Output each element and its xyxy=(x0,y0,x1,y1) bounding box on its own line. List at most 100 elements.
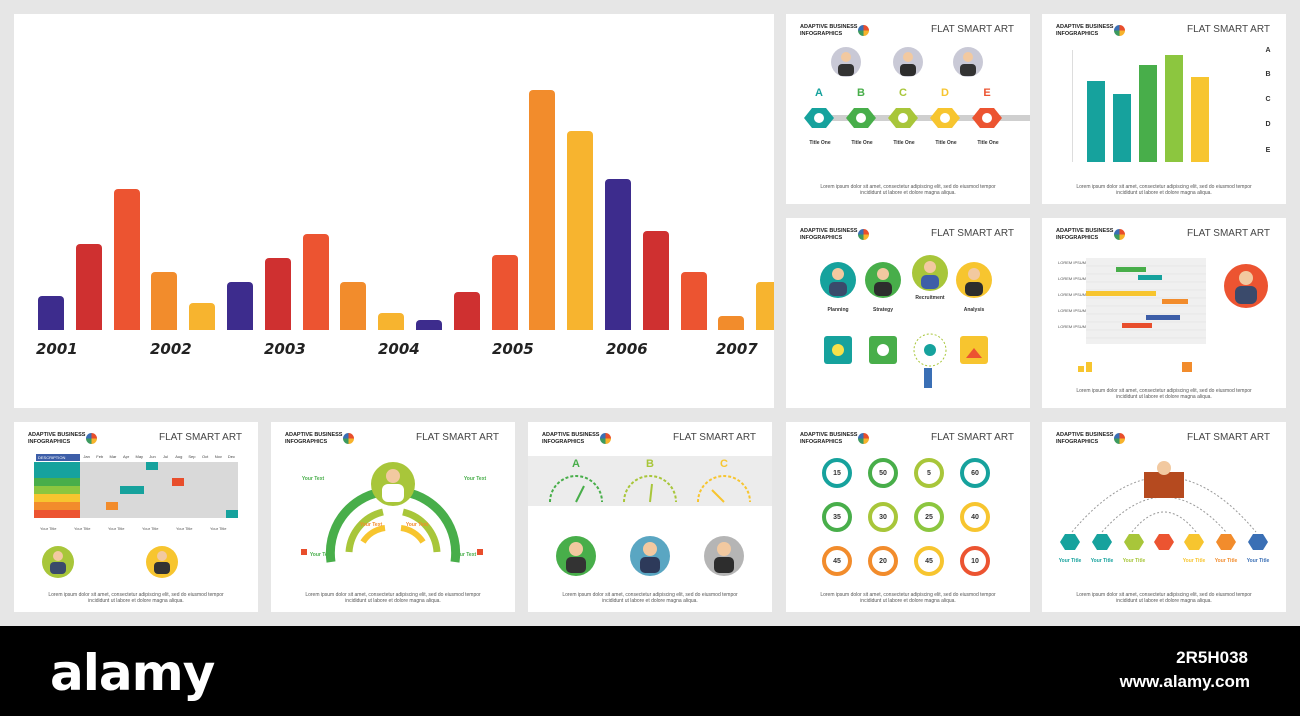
gauge-letter-b: B xyxy=(646,458,654,470)
year-label: 2007 xyxy=(716,340,758,358)
dial-gauge: 10 xyxy=(960,546,990,576)
brand-label: ADAPTIVE BUSINESS INFOGRAPHICS xyxy=(800,228,869,241)
month-grid-slide: ADAPTIVE BUSINESS INFOGRAPHICS FLAT SMART… xyxy=(14,422,258,612)
column-bar xyxy=(1087,80,1105,162)
year-label: 2006 xyxy=(606,340,648,358)
chart-bar xyxy=(642,230,669,330)
legend-letter: C xyxy=(1265,96,1271,103)
step-title: Title One xyxy=(809,140,831,146)
home-icon xyxy=(477,549,483,555)
brand-logo-icon xyxy=(858,25,869,36)
dial-gauge: 30 xyxy=(868,502,898,532)
row-label: LOREM IPSUM xyxy=(1058,260,1087,265)
role-label: Recruitment xyxy=(915,295,945,301)
column-chart-slide: ADAPTIVE BUSINESS INFOGRAPHICS FLAT SMART… xyxy=(1042,14,1286,204)
process-slide: ADAPTIVE BUSINESS INFOGRAPHICS FLAT SMART… xyxy=(786,14,1030,204)
month-label: May xyxy=(135,454,144,459)
footer-text: Lorem ipsum dolor sit amet, consectetur … xyxy=(305,592,481,604)
image-id: 2R5H038 xyxy=(1176,648,1248,667)
brand-logo-icon xyxy=(858,229,869,240)
month-header-row: Jan Feb Mar Apr May Jun Jul Aug Sep Oct Nov Dec xyxy=(80,454,238,461)
brand-logo-icon xyxy=(1114,25,1125,36)
step-icon xyxy=(1216,534,1236,550)
process-graphic xyxy=(804,47,1030,128)
hierarchy-graphic xyxy=(1060,461,1268,550)
grid-header: DESCRIPTION xyxy=(36,454,80,461)
step-d xyxy=(930,108,960,128)
legend-label: Your Title xyxy=(108,526,125,531)
chart-bar xyxy=(75,244,102,330)
chart-bar xyxy=(453,292,480,330)
brand-label: ADAPTIVE BUSINESS INFOGRAPHICS xyxy=(28,432,97,445)
month-label: Nov xyxy=(214,454,222,459)
hier-label: Your Title xyxy=(1214,558,1238,564)
executive-icon xyxy=(1144,472,1184,498)
month-grid xyxy=(34,462,238,578)
cycle-label: Your Text xyxy=(453,552,477,558)
month-label: Mar xyxy=(109,454,117,459)
year-label: 2001 xyxy=(36,340,78,358)
gauge-slide: ADAPTIVE BUSINESS INFOGRAPHICS FLAT SMART… xyxy=(528,422,772,612)
hier-label: Your Title xyxy=(1182,558,1206,564)
slide-title: FLAT SMART ART xyxy=(1187,24,1270,35)
chart-bar xyxy=(151,271,178,330)
dial-gauge: 25 xyxy=(914,502,944,532)
footer-text: Lorem ipsum dolor sit amet, consectetur … xyxy=(1076,388,1252,400)
year-label: 2003 xyxy=(264,340,306,358)
hier-label: Your Title xyxy=(1058,558,1082,564)
slide-title: FLAT SMART ART xyxy=(1187,432,1270,443)
cycle-graphic xyxy=(301,462,483,563)
month-label: Dec xyxy=(227,454,236,459)
chart-bar xyxy=(529,89,556,330)
column-bar xyxy=(1113,93,1131,162)
month-label: Jul xyxy=(163,454,169,459)
year-label: 2002 xyxy=(150,340,192,358)
dial-gauge: 35 xyxy=(822,502,852,532)
cycle-label: Your Text xyxy=(463,476,487,482)
dial-gauge: 40 xyxy=(960,502,990,532)
month-label: Sep xyxy=(188,454,196,459)
legend-label: Your Title xyxy=(142,526,159,531)
step-title: Title One xyxy=(935,140,957,146)
brand-logo-icon xyxy=(343,433,354,444)
role-label: Strategy xyxy=(872,307,893,313)
dial-gauge: 15 xyxy=(822,458,852,488)
slide-title: FLAT SMART ART xyxy=(931,432,1014,443)
footer-text: Lorem ipsum dolor sit amet, consectetur … xyxy=(562,592,738,604)
step-icon xyxy=(1184,534,1204,550)
step-c xyxy=(888,108,918,128)
hier-label: Your Title xyxy=(1122,558,1146,564)
footer-text: Lorem ipsum dolor sit amet, consectetur … xyxy=(1076,592,1252,604)
brand-label: ADAPTIVE BUSINESS INFOGRAPHICS xyxy=(1056,432,1125,445)
cycle-label: Your Text xyxy=(405,522,429,528)
brand-label: ADAPTIVE BUSINESS INFOGRAPHICS xyxy=(1056,228,1125,241)
cycle-slide: ADAPTIVE BUSINESS INFOGRAPHICS FLAT SMART… xyxy=(271,422,515,612)
chart-bar xyxy=(680,271,707,330)
chart-bar xyxy=(491,254,518,330)
legend-letter: A xyxy=(1265,47,1271,54)
step-b xyxy=(846,108,876,128)
gauge-letter-a: A xyxy=(572,458,580,470)
gauge-letter-c: C xyxy=(720,458,728,470)
month-label: Feb xyxy=(96,454,104,459)
hier-label: Your Title xyxy=(1246,558,1270,564)
slide-title: FLAT SMART ART xyxy=(159,432,242,443)
brand-label: ADAPTIVE BUSINESS INFOGRAPHICS xyxy=(1056,24,1125,37)
brand-label: ADAPTIVE BUSINESS INFOGRAPHICS xyxy=(285,432,354,445)
legend-letter: D xyxy=(1265,121,1271,128)
chart-bar xyxy=(756,281,774,330)
role-label: Analysis xyxy=(963,307,985,313)
brand-logo-icon xyxy=(86,433,97,444)
big-chart-slide: 2001 2002 2003 2004 2005 2006 2007 xyxy=(14,14,774,408)
brand-logo-icon xyxy=(1114,229,1125,240)
slide-title: FLAT SMART ART xyxy=(931,24,1014,35)
step-letter-b: B xyxy=(857,87,865,99)
role-label: Planning xyxy=(827,307,849,313)
bar-chart: 2001 2002 2003 2004 2005 2006 2007 xyxy=(14,14,774,408)
brand-logo-icon xyxy=(1114,433,1125,444)
dial-gauge: 5 xyxy=(914,458,944,488)
alamy-logo: alamy xyxy=(50,644,215,702)
watermark-band: alamy 2R5H038 www.alamy.com xyxy=(0,626,1300,716)
chart-bar xyxy=(567,131,594,330)
column-bar xyxy=(1139,65,1157,162)
